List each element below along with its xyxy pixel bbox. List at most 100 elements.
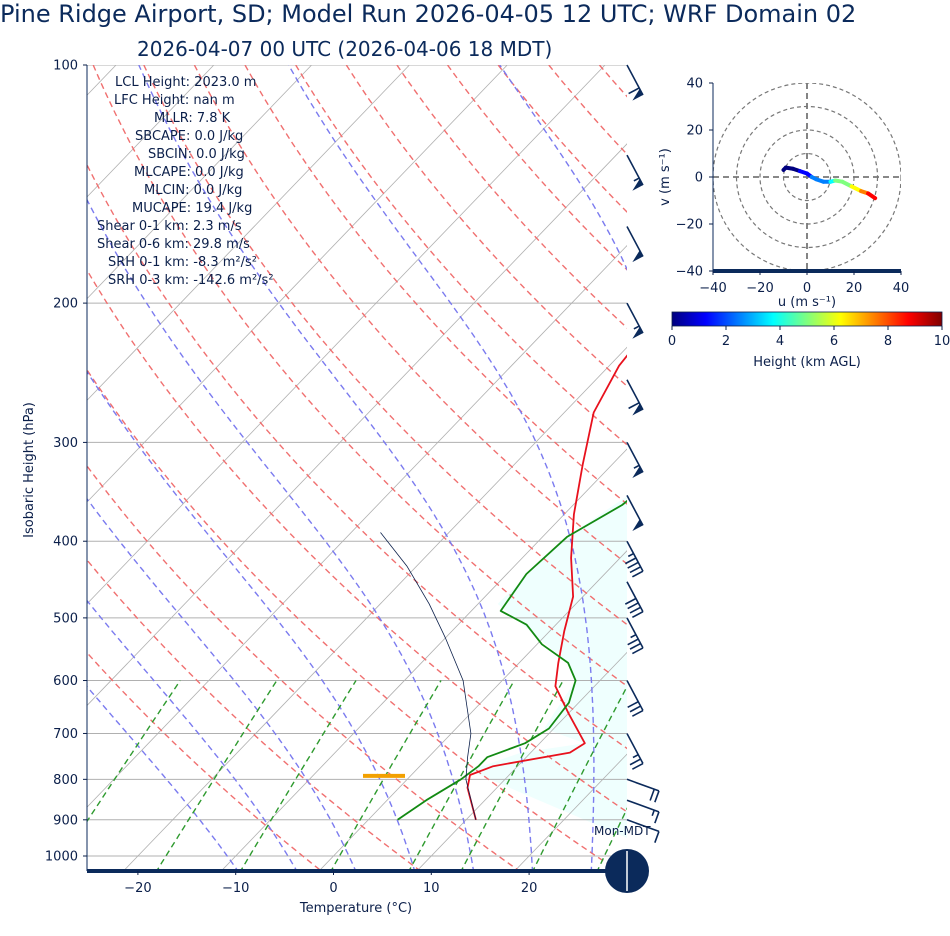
y-axis-label: Isobaric Height (hPa) <box>22 402 37 538</box>
barb-pennant <box>632 88 643 101</box>
hodo-y-tick-label: 40 <box>686 77 703 92</box>
x-tick-label: 20 <box>521 881 538 896</box>
barb-half-flag <box>633 177 640 182</box>
y-tick-label: 900 <box>53 813 78 828</box>
dewpoint-profile <box>397 499 627 821</box>
dry-adiabat <box>295 65 627 446</box>
mixing-ratio-line <box>408 680 515 871</box>
barb-staff <box>626 64 644 96</box>
parameter-text: SBCIN: 0.0 J/kg <box>148 147 245 162</box>
barb-flag <box>629 606 641 614</box>
barb-flag <box>631 709 644 717</box>
dry-adiabat <box>244 65 627 505</box>
barb-half-flag <box>630 633 637 639</box>
barb-staff <box>626 442 644 473</box>
barb-staff <box>626 680 644 711</box>
wind-barb <box>626 379 644 416</box>
barb-flag <box>627 602 639 610</box>
mixing-ratio-line <box>532 685 627 871</box>
colorbar-tick-label: 0 <box>668 334 676 349</box>
x-tick-label: −10 <box>222 881 249 896</box>
barb-staff <box>626 226 644 257</box>
wind-barb <box>626 819 660 843</box>
sub-title: 2026-04-07 00 UTC (2026-04-06 18 MDT) <box>137 37 553 61</box>
colorbar-tick-label: 10 <box>934 334 950 349</box>
barb-staff <box>626 581 644 613</box>
isotherm <box>220 448 627 871</box>
y-tick-label: 1000 <box>45 850 78 865</box>
height-colorbar: 0 2 4 6 8 10 Height (km AGL) <box>668 311 950 370</box>
hodo-x-tick-label: 0 <box>803 281 811 296</box>
mixing-ratio-line <box>155 680 278 871</box>
hodo-x-axis-label: u (m s⁻¹) <box>778 295 836 310</box>
barb-flag <box>631 647 644 655</box>
y-tick-label: 300 <box>53 436 78 451</box>
barb-flag <box>654 831 660 843</box>
sounding-parameters: LCL Height: 2023.0 m LFC Height: nan m MLL… <box>97 75 274 288</box>
isotherm <box>87 65 508 503</box>
wind-barb <box>624 540 644 578</box>
parameter-text: SRH 0-1 km: -8.3 m²/s² <box>108 255 257 270</box>
wind-barb <box>626 617 644 655</box>
x-tick-label: 0 <box>329 881 337 896</box>
colorbar-tick-label: 4 <box>776 334 784 349</box>
wind-barb <box>624 581 644 619</box>
isotherm <box>87 65 606 605</box>
x-tick-label: 10 <box>423 881 440 896</box>
dry-adiabat <box>701 65 950 873</box>
y-tick-label: 600 <box>53 674 78 689</box>
dry-adiabat <box>87 268 627 813</box>
dry-adiabat <box>87 558 422 871</box>
moist-adiabat <box>87 685 239 871</box>
barb-staff <box>626 495 644 526</box>
barb-staff <box>626 540 644 572</box>
barb-staff <box>626 819 660 833</box>
barb-pennant <box>632 178 643 191</box>
barb-half-flag <box>633 325 640 330</box>
mixing-ratio-line <box>330 680 442 871</box>
barb-flag <box>649 788 656 801</box>
wind-barb <box>626 680 644 717</box>
colorbar-label: Height (km AGL) <box>753 355 861 370</box>
dry-adiabat <box>87 163 627 750</box>
wind-barb <box>626 64 644 101</box>
parameter-text: MLLR: 7.8 K <box>154 111 231 126</box>
colorbar-tick-label: 2 <box>722 334 730 349</box>
parameter-text: MLCIN: 0.0 J/kg <box>144 183 242 198</box>
wind-barbs: Mon-MDT <box>594 64 660 893</box>
barb-flag <box>628 402 640 410</box>
isotherm <box>709 65 950 873</box>
parameter-text: MLCAPE: 0.0 J/kg <box>134 165 244 180</box>
mixing-ratio-line <box>460 680 564 871</box>
dry-adiabat <box>87 368 620 871</box>
hodo-rings <box>713 83 901 271</box>
dry-adiabat <box>92 65 627 687</box>
barb-flag <box>629 705 641 713</box>
hodo-y-tick-label: 0 <box>695 171 703 186</box>
wind-barb <box>626 302 644 339</box>
dry-adiabat <box>650 65 950 873</box>
dry-adiabat <box>345 65 627 388</box>
temperature-profile <box>466 354 627 821</box>
wind-barb <box>626 154 644 191</box>
hodo-trace-segment <box>866 191 878 201</box>
hodo-y-tick-label: −20 <box>676 218 703 233</box>
moist-adiabat <box>87 370 416 871</box>
y-tick-label: 700 <box>53 727 78 742</box>
isotherm <box>87 65 410 401</box>
parameter-text: Shear 0-6 km: 29.8 m/s <box>97 237 250 252</box>
parameter-text: Shear 0-1 km: 2.3 m/s <box>97 219 242 234</box>
wind-barb <box>626 495 644 532</box>
barb-flag <box>628 87 640 95</box>
y-tick-label: 100 <box>53 59 78 74</box>
wind-barb <box>626 733 644 770</box>
parameter-text: SBCAPE: 0.0 J/kg <box>135 129 243 144</box>
barb-flag <box>627 638 639 646</box>
parcel-profile <box>380 532 477 820</box>
parameter-text: LCL Height: 2023.0 m <box>115 75 256 90</box>
barb-staff <box>626 778 660 792</box>
skew-t-axes: 100 200 300 400 500 600 700 800 900 1000 −20 −10 0 10… <box>22 59 627 916</box>
x-tick-label: −20 <box>124 881 151 896</box>
clock-icon <box>605 849 649 893</box>
y-tick-label: 200 <box>53 297 78 312</box>
